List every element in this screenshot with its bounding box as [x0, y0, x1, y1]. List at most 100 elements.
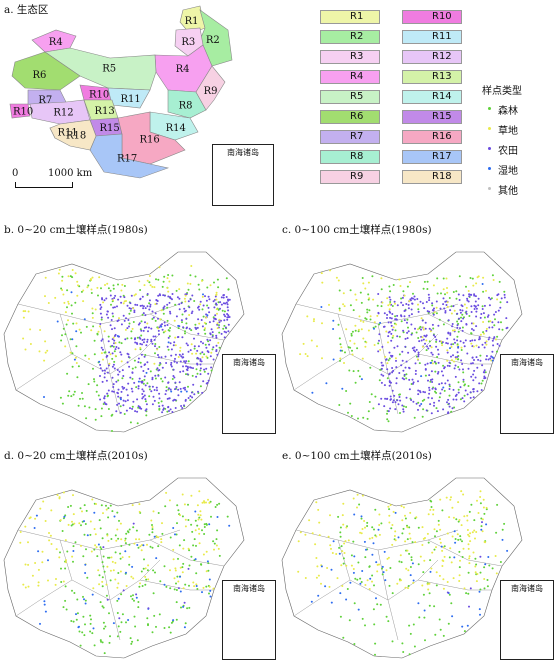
sample-point: [161, 366, 164, 369]
region-label-r12: R12: [53, 107, 73, 118]
sample-point: [127, 619, 130, 621]
sample-point: [64, 539, 67, 542]
sample-point: [316, 565, 319, 568]
sample-point: [91, 276, 94, 279]
sample-point: [498, 344, 501, 347]
sample-point: [447, 319, 450, 322]
sample-point: [465, 323, 468, 325]
sample-point: [182, 387, 185, 390]
sample-point: [107, 507, 110, 510]
sample-point: [440, 292, 442, 295]
inset-label: 南海诸岛: [233, 584, 265, 593]
sample-point: [388, 508, 391, 511]
sample-point: [120, 301, 123, 304]
sample-point: [456, 326, 459, 329]
sample-point: [132, 526, 135, 529]
sample-point: [434, 387, 437, 390]
legend-region-label: R12: [432, 51, 452, 62]
sample-point: [161, 323, 163, 326]
sample-point: [369, 577, 372, 580]
sample-point: [75, 613, 77, 616]
sample-point: [392, 326, 395, 329]
sample-point: [480, 313, 483, 315]
sample-point: [78, 328, 81, 331]
sample-point: [373, 584, 375, 587]
sample-point: [85, 509, 88, 512]
sample-point: [117, 373, 120, 376]
sample-point: [113, 342, 115, 345]
sample-point: [146, 279, 149, 282]
sample-point: [480, 528, 483, 531]
legend-region-item: R5: [320, 90, 384, 106]
sample-point: [102, 301, 105, 304]
sample-point: [93, 380, 96, 383]
sample-point: [183, 360, 186, 363]
sample-point: [483, 316, 486, 319]
sample-point: [99, 601, 102, 604]
sample-point: [375, 535, 378, 538]
sample-point: [403, 373, 406, 376]
sample-point: [494, 555, 497, 557]
sample-point: [444, 293, 446, 296]
sample-point: [112, 390, 115, 393]
sample-point: [203, 501, 206, 504]
sample-point: [146, 338, 149, 341]
sample-point: [214, 317, 217, 320]
scale-zero: 0: [12, 168, 19, 179]
sample-point: [388, 521, 391, 524]
sample-point: [157, 327, 160, 330]
sample-point: [471, 328, 473, 330]
sample-point: [77, 404, 80, 407]
sample-point: [94, 544, 97, 547]
sample-point: [92, 367, 94, 370]
sample-point: [506, 326, 509, 329]
sample-point: [198, 322, 201, 325]
sample-point: [198, 308, 201, 311]
sample-point: [157, 329, 160, 332]
sample-point: [106, 565, 109, 568]
sample-point: [479, 502, 482, 505]
sample-point: [103, 395, 106, 398]
sample-point: [101, 380, 104, 383]
sample-point: [488, 326, 491, 329]
sample-point: [67, 300, 70, 303]
legend-type-label: 其他: [498, 186, 518, 197]
sample-point: [357, 369, 360, 372]
sample-point: [148, 395, 151, 398]
sample-point: [453, 556, 456, 559]
sample-point: [391, 389, 394, 392]
sample-point: [366, 521, 369, 524]
sample-point: [394, 539, 397, 542]
sample-point: [132, 577, 135, 580]
sample-point: [453, 329, 456, 332]
sample-point: [354, 577, 357, 580]
legend-region-swatch: [320, 10, 380, 24]
sample-point: [199, 373, 202, 376]
sample-point: [103, 401, 106, 404]
sample-point: [211, 331, 214, 334]
sample-point: [380, 367, 383, 370]
panel-b-inset: 南海诸岛: [222, 354, 276, 434]
sample-point: [106, 598, 109, 601]
sample-point: [360, 378, 363, 381]
sample-point: [134, 410, 137, 413]
sample-point: [137, 361, 140, 364]
sample-point: [342, 303, 345, 306]
panel-e-map-svg: [281, 477, 523, 659]
sample-point: [368, 401, 371, 403]
sample-point: [190, 391, 193, 394]
sample-point: [431, 551, 434, 554]
sample-point: [387, 410, 390, 413]
sample-point: [144, 583, 147, 586]
sample-point: [194, 519, 197, 522]
sample-point: [373, 327, 375, 330]
sample-point: [451, 506, 454, 509]
sample-point: [396, 314, 399, 317]
sample-point: [431, 387, 434, 390]
sample-point: [69, 338, 72, 341]
sample-point: [186, 282, 189, 285]
legend-region-label: R3: [350, 51, 364, 62]
sample-point: [129, 407, 131, 410]
sample-point: [157, 545, 160, 548]
sample-point: [70, 524, 73, 527]
